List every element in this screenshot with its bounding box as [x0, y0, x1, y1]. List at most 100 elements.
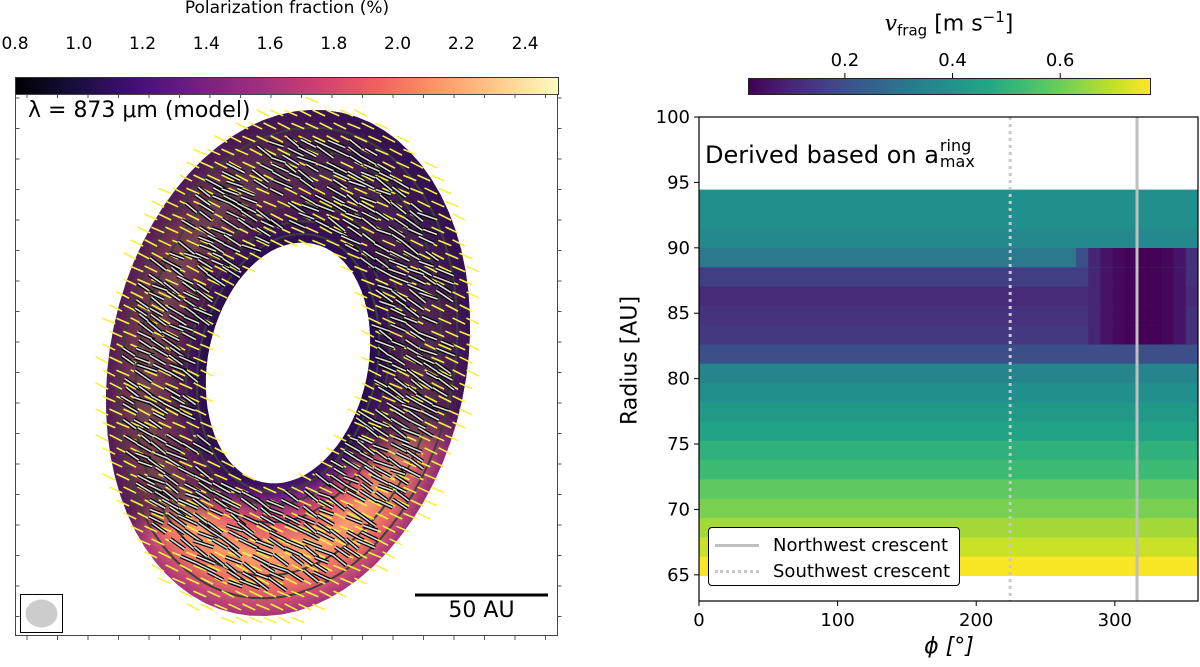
polarization-vector-black — [284, 538, 305, 550]
polarization-vector-black — [136, 330, 156, 342]
polarization-vector-yellow — [186, 187, 200, 195]
polarization-vector-yellow — [193, 460, 207, 468]
polarization-vector-yellow — [186, 603, 200, 611]
polarization-vector-yellow — [109, 356, 123, 364]
heatmap-cell-crescent — [1137, 286, 1150, 306]
polarization-vector-yellow — [256, 577, 270, 585]
polarization-vector-black — [251, 554, 270, 566]
annotation-sup: ring — [939, 136, 972, 155]
polarization-vector-yellow — [466, 317, 480, 325]
polarization-vector-black — [331, 177, 349, 191]
polarization-vector-black — [227, 579, 243, 589]
polarization-vector-black — [418, 401, 438, 415]
polarization-vector-yellow — [361, 226, 375, 234]
polarization-vector-black — [206, 233, 227, 247]
polarization-vector-yellow — [368, 135, 382, 143]
polarization-vector-yellow — [368, 395, 382, 403]
polarization-vector-black — [375, 227, 392, 237]
polarization-vector-black — [378, 328, 396, 344]
polarization-vector-yellow — [431, 278, 445, 286]
polarization-vector-black — [326, 215, 347, 233]
polarization-vector-black — [194, 489, 211, 503]
polarization-vector-black — [394, 489, 410, 503]
heatmap-band — [699, 382, 1198, 403]
polarization-vector-black — [417, 234, 435, 246]
polarization-vector-black — [390, 339, 406, 349]
polarization-vector-black — [132, 418, 151, 430]
polarization-vector-yellow — [137, 278, 151, 286]
polarization-vector-yellow — [207, 460, 221, 468]
heatmap-cell-crescent — [1124, 286, 1138, 306]
polarization-vector-black — [179, 403, 196, 413]
polarization-vector-black — [342, 449, 362, 463]
polarization-vector-yellow — [354, 187, 368, 195]
polarization-vector-yellow — [242, 603, 256, 611]
polarization-vector-yellow — [305, 486, 319, 494]
polarization-vector-yellow — [270, 135, 284, 143]
polarization-vector-yellow — [158, 239, 172, 247]
polarization-vector-black — [373, 378, 391, 390]
polarization-vector-yellow — [200, 421, 214, 429]
y-tick-label: 95 — [667, 172, 690, 193]
polarization-vector-black — [373, 241, 392, 255]
heatmap-band — [699, 228, 1198, 248]
polarization-vector-black — [422, 410, 440, 422]
polarization-vector-yellow — [144, 265, 158, 273]
polarization-vector-yellow — [102, 473, 116, 481]
polarization-vector-black — [389, 306, 407, 318]
polarization-vector-black — [137, 459, 153, 469]
polarization-vector-yellow — [410, 187, 424, 195]
polarization-vector-yellow — [284, 577, 298, 585]
y-tick-label: 100 — [656, 107, 690, 128]
polarization-vector-black — [197, 235, 215, 245]
polarization-vector-yellow — [179, 408, 193, 416]
polarization-vector-black — [161, 488, 180, 504]
polarization-vector-black — [373, 265, 395, 279]
polarization-vector-black — [267, 536, 288, 552]
polarization-vector-yellow — [382, 551, 396, 559]
polarization-vector-black — [374, 249, 396, 263]
polarization-vector-yellow — [298, 135, 312, 143]
polarization-vector-yellow — [389, 382, 403, 390]
polarization-vector-yellow — [452, 343, 466, 351]
polarization-vector-black — [270, 155, 286, 165]
polarization-vector-yellow — [249, 148, 263, 156]
polarization-vector-black — [136, 442, 153, 454]
polarization-vector-yellow — [375, 486, 389, 494]
polarization-vector-yellow — [200, 161, 214, 169]
polarization-vector-black — [314, 555, 330, 565]
polarization-vector-yellow — [319, 512, 333, 520]
polarization-vector-yellow — [228, 603, 242, 611]
polarization-vector-black — [409, 329, 426, 343]
polarization-vector-black — [283, 546, 304, 558]
heatmap-cell-crescent — [1185, 266, 1199, 287]
polarization-vector-black — [147, 272, 167, 288]
polarization-vector-black — [204, 177, 226, 191]
polarization-vector-yellow — [298, 473, 312, 481]
polarization-vector-black — [316, 521, 333, 535]
polarization-vector-yellow — [354, 109, 368, 117]
polarization-vector-black — [344, 242, 360, 254]
polarization-vector-black — [286, 521, 308, 535]
polarization-vector-black — [198, 242, 217, 254]
heatmap-cell-crescent — [1112, 305, 1126, 326]
polarization-vector-black — [387, 224, 407, 240]
polarization-vector-yellow — [417, 174, 431, 182]
polarization-vector-yellow — [95, 408, 109, 416]
polarization-vector-black — [408, 457, 425, 471]
polarization-vector-black — [388, 353, 406, 367]
polarization-vector-black — [435, 346, 456, 358]
polarization-vector-black — [403, 216, 424, 232]
polarization-vector-yellow — [333, 590, 347, 598]
polarization-vector-black — [373, 419, 390, 429]
polarization-vector-yellow — [186, 499, 200, 507]
polarization-vector-black — [182, 290, 201, 302]
polarization-vector-yellow — [291, 616, 305, 624]
x-tick-label: 0 — [693, 610, 704, 631]
polarization-vector-yellow — [410, 161, 424, 169]
polarization-vector-yellow — [144, 369, 158, 377]
polarization-vector-black — [372, 425, 390, 439]
polarization-vector-black — [345, 211, 363, 221]
polarization-vector-black — [305, 530, 320, 542]
polarization-vector-yellow — [396, 135, 410, 143]
